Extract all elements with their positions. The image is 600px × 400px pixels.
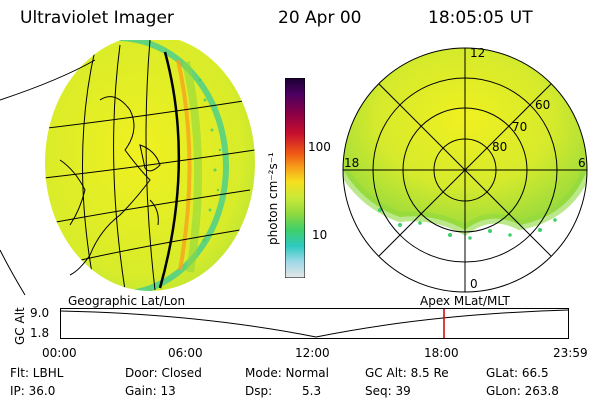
altitude-xtick-1800: 18:00 xyxy=(424,346,459,360)
colorbar-unit-label: photon cm⁻²s⁻¹ xyxy=(266,152,280,245)
filter-info: Flt: LBHL xyxy=(10,366,64,380)
glon-info: GLon: 263.8 xyxy=(486,384,559,398)
altitude-plot xyxy=(60,308,569,339)
seq-info: Seq: 39 xyxy=(365,384,411,398)
mlt-label-18: 18 xyxy=(344,156,360,170)
altitude-ytick-min: 1.8 xyxy=(30,326,50,340)
dsp-label: Dsp: xyxy=(245,384,273,398)
mlt-label-12: 12 xyxy=(470,46,486,60)
mode-info: Mode: Normal xyxy=(245,366,329,380)
mlat-label-60: 60 xyxy=(535,98,551,112)
altitude-ylabel: GC Alt xyxy=(13,307,27,345)
altitude-xtick-2359: 23:59 xyxy=(553,346,588,360)
gain-info: Gain: 13 xyxy=(125,384,176,398)
time-label: 18:05:05 UT xyxy=(428,8,533,28)
glat-info: GLat: 66.5 xyxy=(486,366,549,380)
dsp-value: 5.3 xyxy=(302,384,322,398)
date-label: 20 Apr 00 xyxy=(278,8,362,28)
mlt-label-6: 6 xyxy=(578,156,586,170)
colorbar-tick-100: 100 xyxy=(308,140,331,154)
polar-image xyxy=(342,47,588,293)
altitude-ytick-max: 9.0 xyxy=(30,306,50,320)
colorbar-tick-10: 10 xyxy=(312,228,328,242)
altitude-xtick-0000: 00:00 xyxy=(42,346,77,360)
globe-view-title: Geographic Lat/Lon xyxy=(68,294,186,308)
ip-info: IP: 36.0 xyxy=(10,384,56,398)
globe-image xyxy=(0,40,255,296)
gc-alt-info: GC Alt: 8.5 Re xyxy=(365,366,449,380)
colorbar xyxy=(285,78,305,278)
altitude-xtick-1200: 12:00 xyxy=(295,346,330,360)
altitude-xtick-0600: 06:00 xyxy=(168,346,203,360)
mlat-label-80: 80 xyxy=(492,140,508,154)
mlat-label-70: 70 xyxy=(512,120,528,134)
polar-view-title: Apex MLat/MLT xyxy=(420,294,510,308)
door-info: Door: Closed xyxy=(125,366,202,380)
instrument-title: Ultraviolet Imager xyxy=(20,8,174,28)
mlt-label-0: 0 xyxy=(470,277,478,291)
